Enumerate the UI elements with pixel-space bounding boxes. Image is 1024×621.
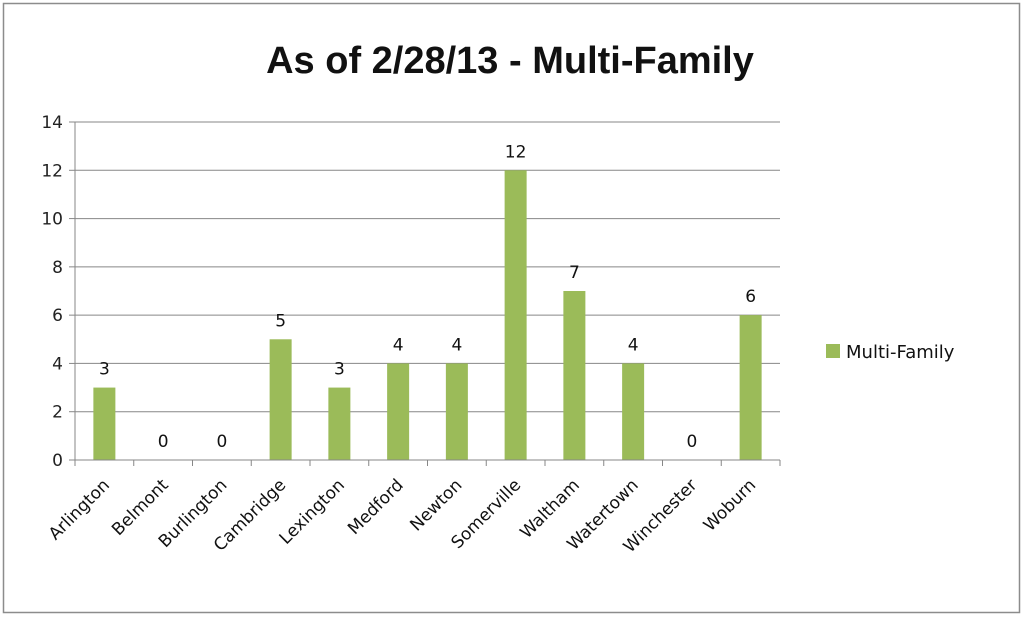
bars: [93, 170, 762, 461]
y-tick-label: 14: [41, 113, 63, 133]
data-label: 0: [158, 432, 169, 452]
y-tick-label: 4: [52, 354, 63, 374]
y-tick-label: 12: [41, 161, 63, 181]
data-label: 0: [216, 432, 227, 452]
data-label: 4: [393, 335, 404, 355]
bar: [504, 170, 527, 461]
legend-label: Multi-Family: [846, 342, 955, 363]
bar: [387, 363, 410, 460]
y-tick-label: 0: [52, 451, 63, 471]
data-label: 4: [628, 335, 639, 355]
data-label: 6: [745, 287, 756, 307]
data-label: 4: [451, 335, 462, 355]
y-tick-labels: 0 2 4 6 8 10 12 14: [41, 113, 63, 471]
bar: [563, 291, 586, 460]
bar: [328, 387, 351, 460]
axes: [69, 121, 781, 466]
y-tick-label: 6: [52, 306, 63, 326]
bar: [93, 387, 116, 460]
data-label: 3: [99, 360, 110, 380]
bar: [445, 363, 468, 460]
bar: [739, 315, 762, 460]
y-tick-label: 2: [52, 403, 63, 423]
data-label: 12: [505, 142, 527, 162]
bar: [622, 363, 645, 460]
gridlines: [75, 121, 780, 413]
data-label: 7: [569, 263, 580, 283]
data-label: 5: [275, 311, 286, 331]
data-labels: 3 0 0 5 3 4 4 12 7 4 0 6: [99, 142, 756, 452]
legend-swatch: [826, 344, 840, 358]
legend: Multi-Family: [826, 342, 955, 363]
data-label: 0: [686, 432, 697, 452]
bar: [269, 339, 292, 460]
y-tick-label: 10: [41, 210, 63, 230]
data-label: 3: [334, 360, 345, 380]
chart-title: As of 2/28/13 - Multi-Family: [266, 40, 754, 82]
y-tick-label: 8: [52, 258, 63, 278]
